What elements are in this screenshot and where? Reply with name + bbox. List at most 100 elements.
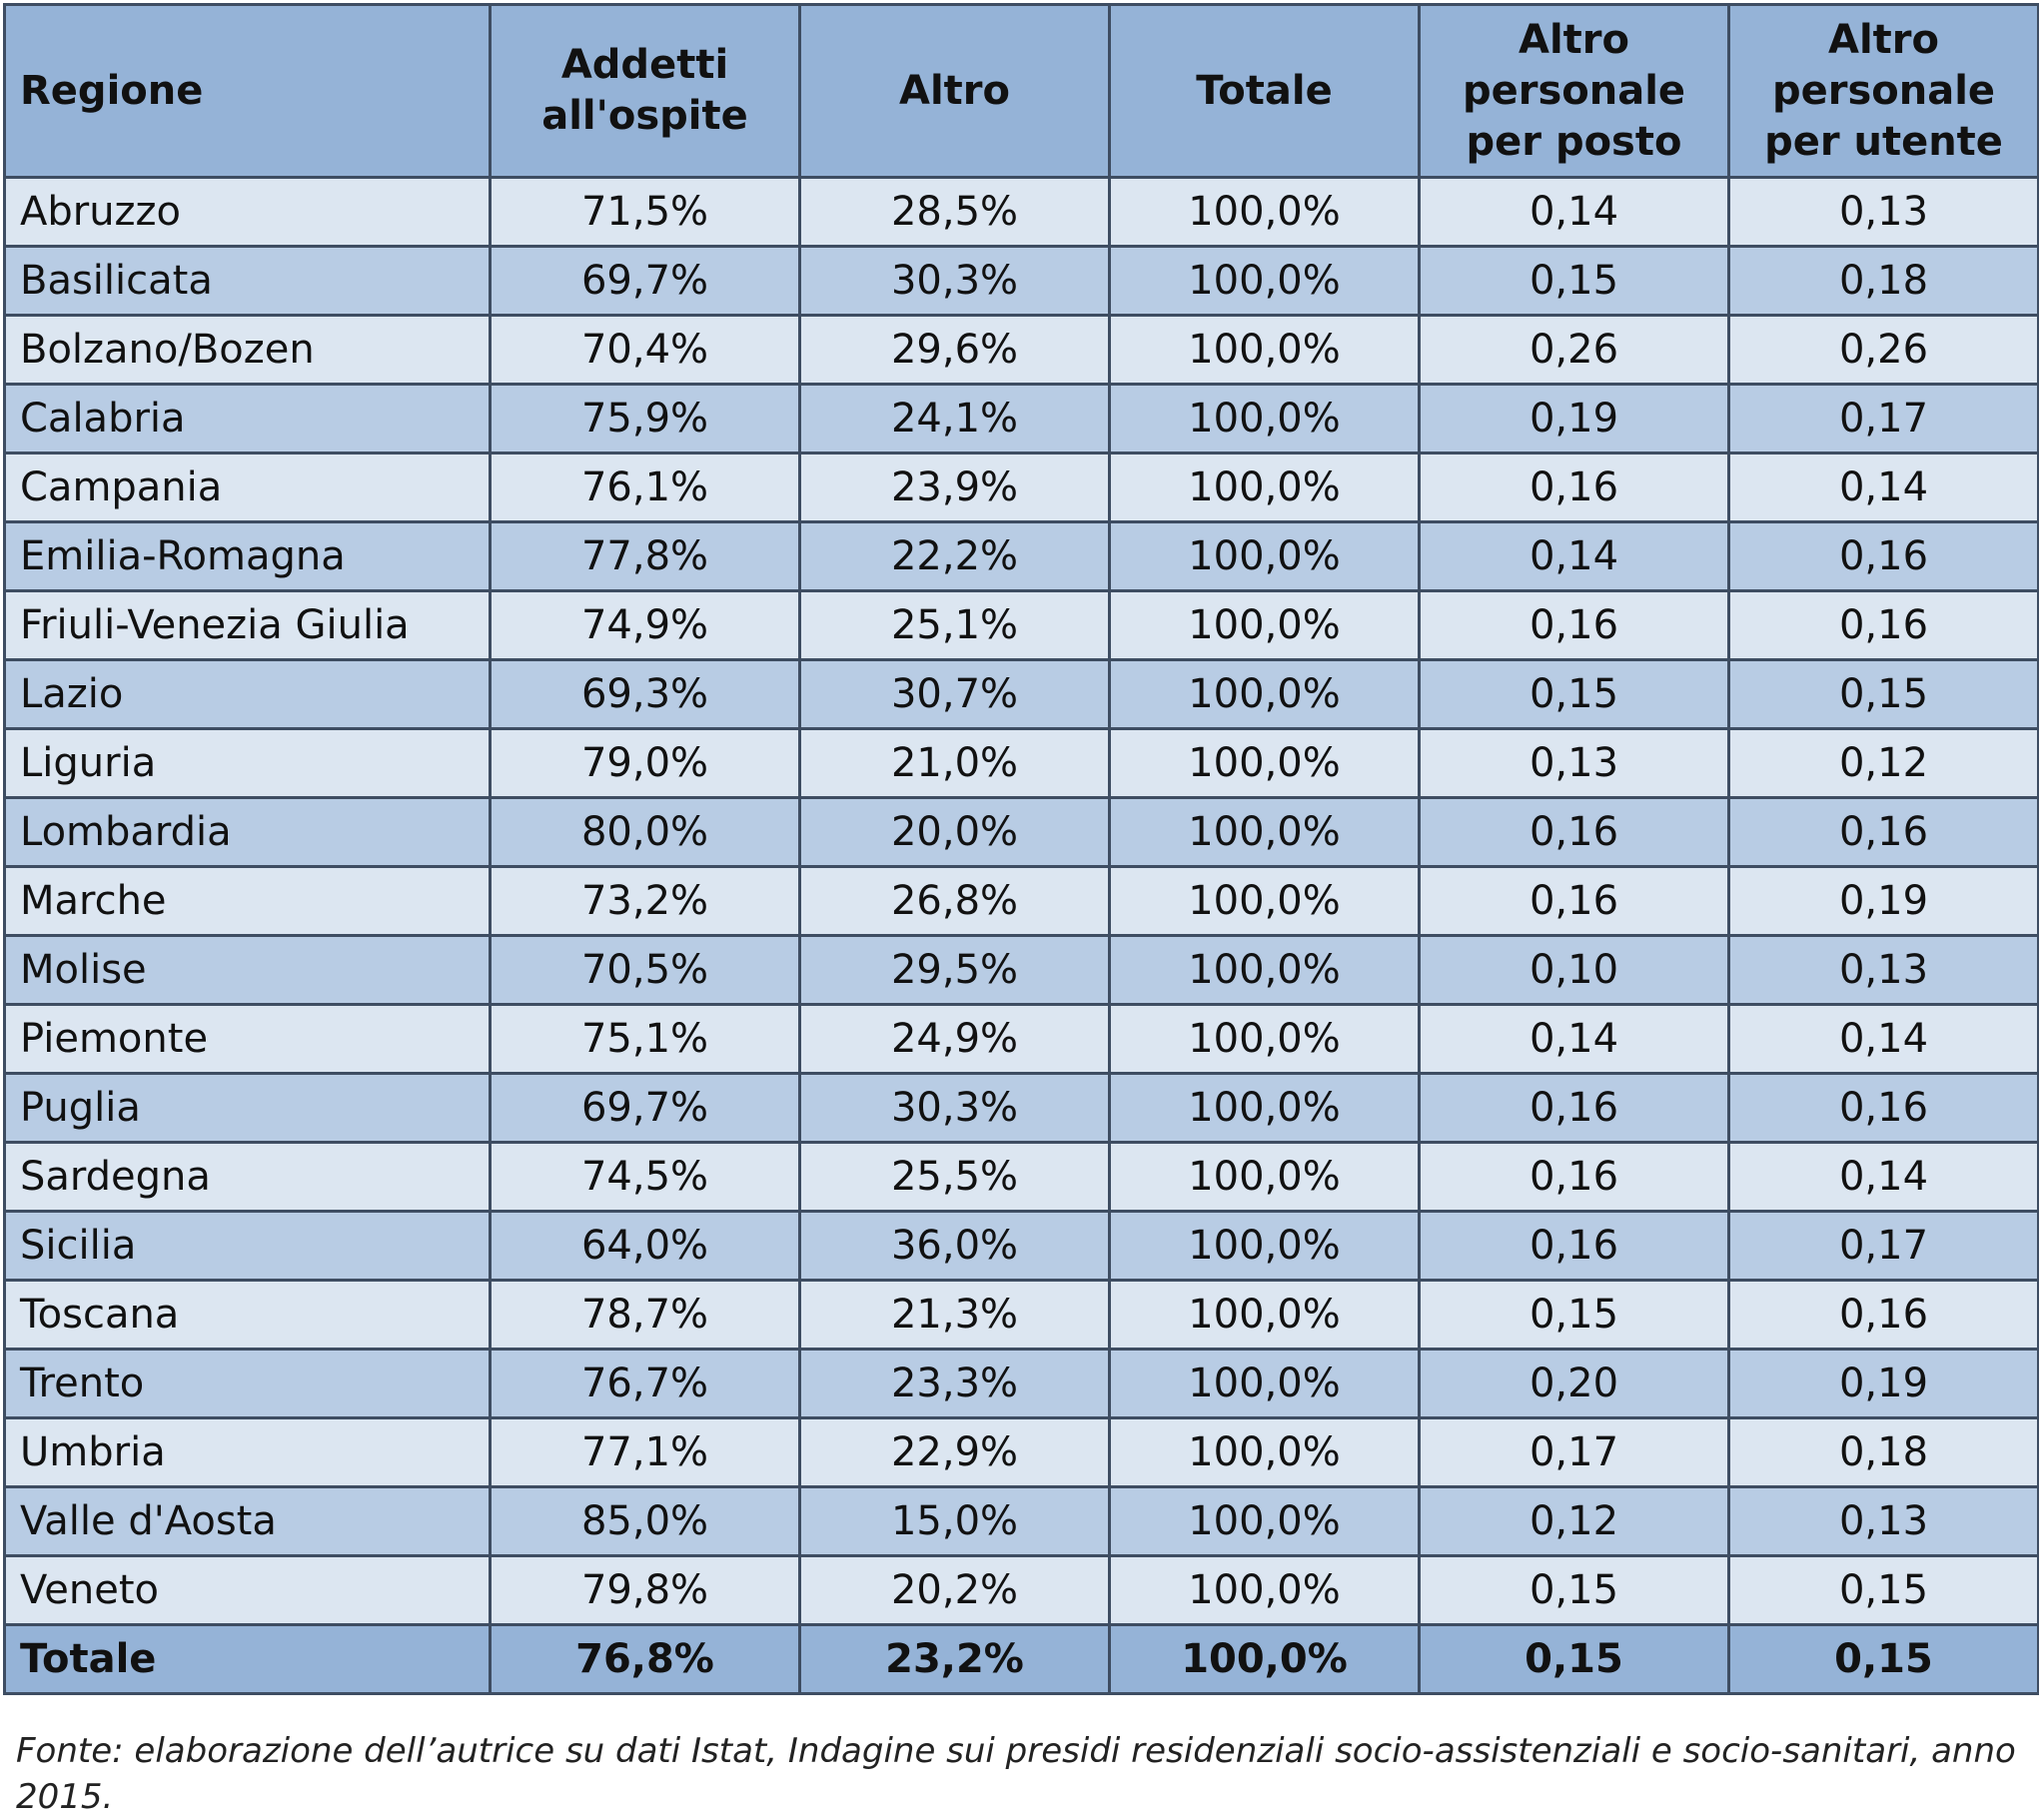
cell-per-posto: 0,12 xyxy=(1418,1485,1730,1557)
regional-staff-table: Regione Addetti all'ospite Altro Totale Altro… xyxy=(3,3,2039,1695)
cell-altro: 30,3% xyxy=(798,1072,1111,1144)
cell-regione: Lazio xyxy=(3,658,492,730)
cell-altro: 24,1% xyxy=(798,383,1111,455)
source-note: Fonte: elaborazione dell’autrice su dati… xyxy=(16,1731,2016,1817)
cell-per-posto: 0,13 xyxy=(1418,727,1730,799)
cell-per-posto: 0,10 xyxy=(1418,934,1730,1006)
cell-regione: Toscana xyxy=(3,1279,492,1351)
cell-per-utente: 0,15 xyxy=(1727,1554,2039,1626)
cell-regione: Piemonte xyxy=(3,1003,492,1075)
cell-addetti-ospite: 75,1% xyxy=(489,1003,801,1075)
cell-per-posto: 0,19 xyxy=(1418,383,1730,455)
cell-per-posto: 0,15 xyxy=(1418,658,1730,730)
cell-addetti-ospite: 71,5% xyxy=(489,176,801,248)
cell-totale: 100,0% xyxy=(1108,865,1421,937)
cell-addetti-ospite: 70,4% xyxy=(489,314,801,386)
cell-per-utente: 0,16 xyxy=(1727,520,2039,592)
cell-altro: 21,3% xyxy=(798,1279,1111,1351)
cell-addetti-ospite: 70,5% xyxy=(489,934,801,1006)
cell-regione: Liguria xyxy=(3,727,492,799)
table-row: Sicilia 64,0% 36,0% 100,0% 0,16 0,17 xyxy=(3,1210,2039,1282)
table-row: Lazio 69,3% 30,7% 100,0% 0,15 0,15 xyxy=(3,658,2039,730)
cell-per-posto: 0,14 xyxy=(1418,1003,1730,1075)
cell-regione: Bolzano/Bozen xyxy=(3,314,492,386)
cell-regione: Umbria xyxy=(3,1416,492,1488)
cell-totale: 100,0% xyxy=(1108,176,1421,248)
cell-totale: 100,0% xyxy=(1108,520,1421,592)
cell-per-posto: 0,15 xyxy=(1418,245,1730,317)
table-body: Abruzzo 71,5% 28,5% 100,0% 0,14 0,13 Basilicat… xyxy=(3,176,2039,1695)
cell-addetti-ospite: 74,5% xyxy=(489,1141,801,1213)
cell-per-posto: 0,20 xyxy=(1418,1348,1730,1419)
cell-addetti-ospite: 79,8% xyxy=(489,1554,801,1626)
cell-per-posto: 0,16 xyxy=(1418,1210,1730,1282)
cell-altro: 20,0% xyxy=(798,796,1111,868)
cell-addetti-ospite: 69,7% xyxy=(489,1072,801,1144)
cell-per-utente: 0,18 xyxy=(1727,245,2039,317)
cell-totale: 100,0% xyxy=(1108,1210,1421,1282)
total-cell-per-utente: 0,15 xyxy=(1727,1623,2039,1695)
cell-totale: 100,0% xyxy=(1108,1348,1421,1419)
cell-altro: 20,2% xyxy=(798,1554,1111,1626)
cell-per-utente: 0,19 xyxy=(1727,1348,2039,1419)
header-row: Regione Addetti all'ospite Altro Totale Altro… xyxy=(3,3,2039,179)
cell-per-utente: 0,17 xyxy=(1727,1210,2039,1282)
table-row: Lombardia 80,0% 20,0% 100,0% 0,16 0,16 xyxy=(3,796,2039,868)
cell-addetti-ospite: 69,3% xyxy=(489,658,801,730)
header-altro-personale-posto: Altro personale per posto xyxy=(1418,3,1730,179)
table-row: Friuli-Venezia Giulia 74,9% 25,1% 100,0% 0,1… xyxy=(3,589,2039,661)
cell-regione: Sardegna xyxy=(3,1141,492,1213)
total-cell-totale: 100,0% xyxy=(1108,1623,1421,1695)
cell-addetti-ospite: 64,0% xyxy=(489,1210,801,1282)
header-regione: Regione xyxy=(3,3,492,179)
cell-per-utente: 0,19 xyxy=(1727,865,2039,937)
cell-altro: 29,5% xyxy=(798,934,1111,1006)
data-table-container: Regione Addetti all'ospite Altro Totale Altro… xyxy=(3,3,2039,1695)
cell-altro: 21,0% xyxy=(798,727,1111,799)
total-row: Totale 76,8% 23,2% 100,0% 0,15 0,15 xyxy=(3,1623,2039,1695)
cell-addetti-ospite: 77,8% xyxy=(489,520,801,592)
header-altro-personale-utente: Altro personale per utente xyxy=(1727,3,2039,179)
cell-per-utente: 0,16 xyxy=(1727,589,2039,661)
cell-per-utente: 0,16 xyxy=(1727,1279,2039,1351)
cell-regione: Veneto xyxy=(3,1554,492,1626)
cell-per-posto: 0,14 xyxy=(1418,520,1730,592)
table-row: Toscana 78,7% 21,3% 100,0% 0,15 0,16 xyxy=(3,1279,2039,1351)
cell-addetti-ospite: 74,9% xyxy=(489,589,801,661)
cell-per-posto: 0,14 xyxy=(1418,176,1730,248)
table-row: Marche 73,2% 26,8% 100,0% 0,16 0,19 xyxy=(3,865,2039,937)
table-row: Sardegna 74,5% 25,5% 100,0% 0,16 0,14 xyxy=(3,1141,2039,1213)
cell-totale: 100,0% xyxy=(1108,727,1421,799)
cell-per-posto: 0,16 xyxy=(1418,1141,1730,1213)
cell-addetti-ospite: 80,0% xyxy=(489,796,801,868)
cell-altro: 28,5% xyxy=(798,176,1111,248)
cell-totale: 100,0% xyxy=(1108,1485,1421,1557)
cell-totale: 100,0% xyxy=(1108,452,1421,523)
cell-altro: 22,9% xyxy=(798,1416,1111,1488)
cell-per-posto: 0,16 xyxy=(1418,865,1730,937)
cell-regione: Valle d'Aosta xyxy=(3,1485,492,1557)
table-row: Campania 76,1% 23,9% 100,0% 0,16 0,14 xyxy=(3,452,2039,523)
cell-per-utente: 0,15 xyxy=(1727,658,2039,730)
cell-altro: 23,3% xyxy=(798,1348,1111,1419)
table-row: Puglia 69,7% 30,3% 100,0% 0,16 0,16 xyxy=(3,1072,2039,1144)
cell-addetti-ospite: 69,7% xyxy=(489,245,801,317)
cell-altro: 23,9% xyxy=(798,452,1111,523)
cell-altro: 36,0% xyxy=(798,1210,1111,1282)
table-row: Emilia-Romagna 77,8% 22,2% 100,0% 0,14 0,16 xyxy=(3,520,2039,592)
cell-regione: Basilicata xyxy=(3,245,492,317)
cell-altro: 30,3% xyxy=(798,245,1111,317)
cell-totale: 100,0% xyxy=(1108,314,1421,386)
cell-per-utente: 0,13 xyxy=(1727,176,2039,248)
cell-totale: 100,0% xyxy=(1108,589,1421,661)
header-addetti-ospite: Addetti all'ospite xyxy=(489,3,801,179)
cell-regione: Puglia xyxy=(3,1072,492,1144)
cell-regione: Emilia-Romagna xyxy=(3,520,492,592)
total-cell-per-posto: 0,15 xyxy=(1418,1623,1730,1695)
header-totale: Totale xyxy=(1108,3,1421,179)
cell-regione: Calabria xyxy=(3,383,492,455)
cell-addetti-ospite: 73,2% xyxy=(489,865,801,937)
cell-regione: Marche xyxy=(3,865,492,937)
table-row: Valle d'Aosta 85,0% 15,0% 100,0% 0,12 0,13 xyxy=(3,1485,2039,1557)
cell-regione: Sicilia xyxy=(3,1210,492,1282)
